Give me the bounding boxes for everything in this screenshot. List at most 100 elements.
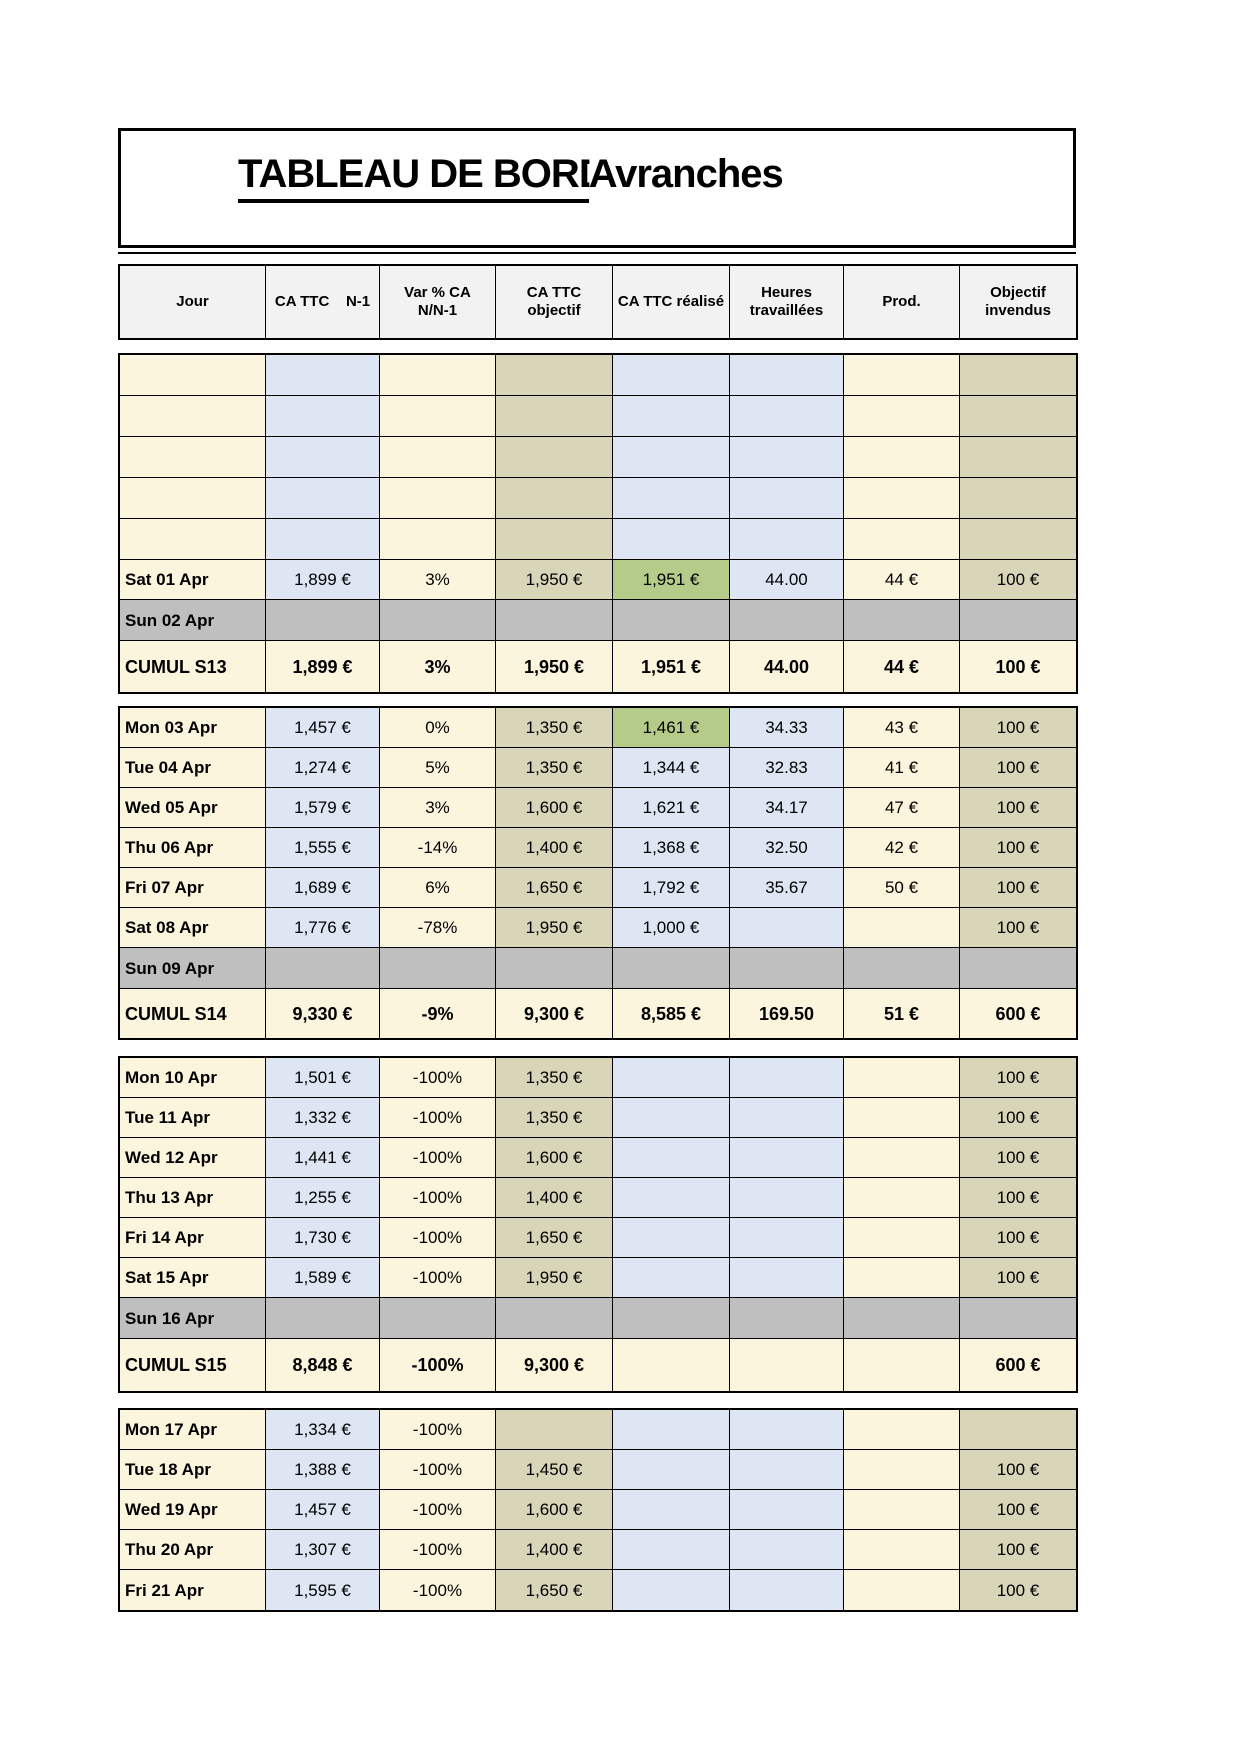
value-cell bbox=[380, 478, 496, 519]
value-cell: 100 € bbox=[960, 560, 1076, 600]
day-cell: Fri 14 Apr bbox=[120, 1218, 266, 1258]
value-cell bbox=[496, 355, 613, 396]
day-cell: Wed 12 Apr bbox=[120, 1138, 266, 1178]
value-cell: 1,000 € bbox=[613, 908, 730, 948]
value-cell bbox=[613, 1178, 730, 1218]
value-cell bbox=[496, 519, 613, 560]
value-cell bbox=[730, 355, 844, 396]
value-cell: 100 € bbox=[960, 708, 1076, 748]
value-cell bbox=[380, 948, 496, 989]
value-cell: -100% bbox=[380, 1218, 496, 1258]
day-cell: Fri 21 Apr bbox=[120, 1570, 266, 1610]
day-cell bbox=[120, 396, 266, 437]
value-cell bbox=[380, 600, 496, 641]
value-cell: 100 € bbox=[960, 1178, 1076, 1218]
value-cell: 100 € bbox=[960, 748, 1076, 788]
value-cell bbox=[960, 355, 1076, 396]
value-cell bbox=[730, 1258, 844, 1298]
value-cell bbox=[380, 437, 496, 478]
value-cell bbox=[844, 1258, 960, 1298]
value-cell: 100 € bbox=[960, 1570, 1076, 1610]
value-cell: 1,400 € bbox=[496, 1530, 613, 1570]
day-cell: CUMUL S13 bbox=[120, 641, 266, 692]
value-cell: -100% bbox=[380, 1530, 496, 1570]
day-cell bbox=[120, 478, 266, 519]
value-cell bbox=[613, 1570, 730, 1610]
value-cell: 32.50 bbox=[730, 828, 844, 868]
day-cell: Tue 18 Apr bbox=[120, 1450, 266, 1490]
value-cell bbox=[496, 1298, 613, 1339]
value-cell bbox=[496, 948, 613, 989]
value-cell: -100% bbox=[380, 1570, 496, 1610]
value-cell: 1,650 € bbox=[496, 1570, 613, 1610]
value-cell: -14% bbox=[380, 828, 496, 868]
value-cell: 42 € bbox=[844, 828, 960, 868]
value-cell bbox=[613, 396, 730, 437]
value-cell bbox=[960, 396, 1076, 437]
day-cell bbox=[120, 519, 266, 560]
value-cell bbox=[844, 1138, 960, 1178]
column-header: CA TTC objectif bbox=[496, 266, 613, 338]
value-cell: -100% bbox=[380, 1450, 496, 1490]
value-cell bbox=[730, 1570, 844, 1610]
value-cell bbox=[844, 1098, 960, 1138]
value-cell: 1,689 € bbox=[266, 868, 380, 908]
value-cell: 100 € bbox=[960, 788, 1076, 828]
value-cell: 1,595 € bbox=[266, 1570, 380, 1610]
value-cell: 100 € bbox=[960, 1490, 1076, 1530]
column-header: Objectif invendus bbox=[985, 284, 1051, 319]
day-cell: Tue 04 Apr bbox=[120, 748, 266, 788]
value-cell bbox=[613, 1410, 730, 1450]
day-cell: Thu 13 Apr bbox=[120, 1178, 266, 1218]
value-cell bbox=[496, 437, 613, 478]
value-cell: 1,450 € bbox=[496, 1450, 613, 1490]
value-cell: -100% bbox=[380, 1138, 496, 1178]
day-cell: CUMUL S15 bbox=[120, 1339, 266, 1391]
value-cell: -100% bbox=[380, 1258, 496, 1298]
value-cell: 1,400 € bbox=[496, 828, 613, 868]
day-cell: Mon 17 Apr bbox=[120, 1410, 266, 1450]
value-cell: 50 € bbox=[844, 868, 960, 908]
table-section-week13: Sat 01 Apr 1,899 €3% 1,950 €1,951 €44.00 44… bbox=[118, 353, 1078, 694]
value-cell: 1,388 € bbox=[266, 1450, 380, 1490]
value-cell: 1,950 € bbox=[496, 908, 613, 948]
value-cell bbox=[613, 437, 730, 478]
value-cell bbox=[496, 478, 613, 519]
value-cell: 1,368 € bbox=[613, 828, 730, 868]
value-cell: 1,951 € bbox=[613, 641, 730, 692]
value-cell: 100 € bbox=[960, 1098, 1076, 1138]
value-cell bbox=[613, 1490, 730, 1530]
value-cell: 1,350 € bbox=[496, 1098, 613, 1138]
value-cell: -100% bbox=[380, 1339, 496, 1391]
title-box-double-border bbox=[118, 252, 1076, 254]
value-cell: 100 € bbox=[960, 641, 1076, 692]
day-cell: Thu 20 Apr bbox=[120, 1530, 266, 1570]
value-cell bbox=[960, 437, 1076, 478]
value-cell bbox=[960, 1298, 1076, 1339]
value-cell bbox=[613, 1138, 730, 1178]
value-cell: 1,730 € bbox=[266, 1218, 380, 1258]
value-cell: 1,334 € bbox=[266, 1410, 380, 1450]
day-cell: Tue 11 Apr bbox=[120, 1098, 266, 1138]
value-cell: 1,501 € bbox=[266, 1058, 380, 1098]
value-cell bbox=[613, 1450, 730, 1490]
value-cell: 6% bbox=[380, 868, 496, 908]
value-cell bbox=[844, 600, 960, 641]
day-cell: Wed 05 Apr bbox=[120, 788, 266, 828]
value-cell: 100 € bbox=[960, 908, 1076, 948]
value-cell bbox=[266, 478, 380, 519]
value-cell bbox=[844, 1450, 960, 1490]
value-cell: -100% bbox=[380, 1058, 496, 1098]
value-cell bbox=[844, 519, 960, 560]
value-cell bbox=[844, 1058, 960, 1098]
value-cell bbox=[266, 948, 380, 989]
value-cell bbox=[844, 1530, 960, 1570]
value-cell: 3% bbox=[380, 788, 496, 828]
table-header: Jour CA TTC N-1 Var % CA N/N-1 CA TTC objec… bbox=[118, 264, 1078, 340]
value-cell bbox=[266, 437, 380, 478]
value-cell bbox=[844, 1218, 960, 1258]
value-cell: 32.83 bbox=[730, 748, 844, 788]
value-cell bbox=[266, 396, 380, 437]
value-cell bbox=[844, 1570, 960, 1610]
